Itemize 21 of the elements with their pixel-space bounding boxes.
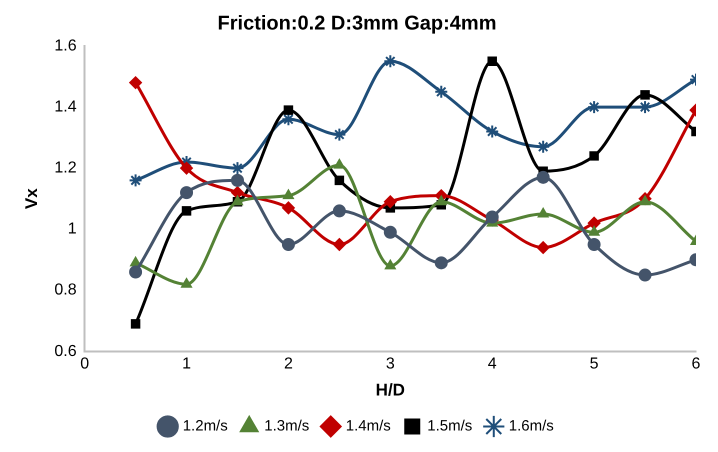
chart-title: Friction:0.2 D:3mm Gap:4mm xyxy=(218,12,496,35)
x-tick-label: 0 xyxy=(80,355,90,372)
legend-label: 1.5m/s xyxy=(427,418,472,435)
x-tick-label: 3 xyxy=(386,355,395,372)
legend-label: 1.3m/s xyxy=(264,418,310,435)
legend-label: 1.6m/s xyxy=(508,418,554,435)
y-tick-label: 0.8 xyxy=(54,282,77,299)
x-tick-label: 2 xyxy=(284,355,293,372)
x-tick-label: 4 xyxy=(488,355,497,372)
y-tick-label: 0.6 xyxy=(54,342,77,360)
legend-label: 1.2m/s xyxy=(182,418,228,435)
y-tick-label: 1.6 xyxy=(54,37,77,54)
x-axis-title: H/D xyxy=(376,380,405,400)
y-tick-label: 1.2 xyxy=(54,160,77,177)
x-tick-label: 5 xyxy=(590,355,599,372)
y-tick-label: 1 xyxy=(68,220,77,238)
legend-label: 1.4m/s xyxy=(346,418,391,435)
y-tick-label: 1.4 xyxy=(54,98,77,116)
y-axis-title: Vx xyxy=(22,188,41,210)
x-tick-label: 6 xyxy=(692,355,701,372)
x-tick-label: 1 xyxy=(182,355,192,372)
